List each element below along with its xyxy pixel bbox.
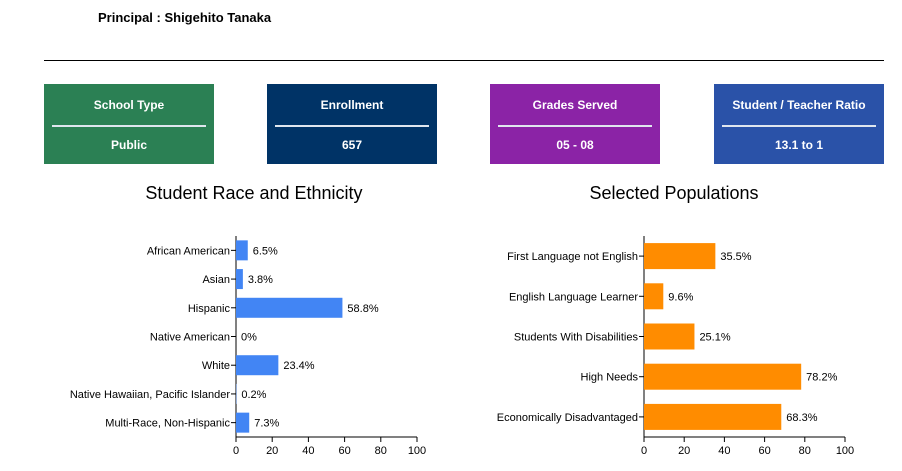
bar bbox=[644, 323, 695, 350]
category-label: Multi-Race, Non-Hispanic bbox=[105, 418, 230, 430]
card-value: Public bbox=[110, 138, 147, 152]
category-label: First Language not English bbox=[507, 251, 638, 263]
x-tick-label: 80 bbox=[799, 445, 811, 457]
bar bbox=[236, 412, 250, 433]
value-label: 23.4% bbox=[283, 360, 314, 372]
value-label: 58.8% bbox=[347, 303, 378, 315]
card-value: 657 bbox=[341, 138, 363, 152]
value-label: 6.5% bbox=[253, 245, 278, 257]
value-label: 78.2% bbox=[806, 372, 837, 384]
x-tick-label: 20 bbox=[678, 445, 690, 457]
card-divider bbox=[498, 125, 652, 127]
x-tick-label: 100 bbox=[836, 445, 854, 457]
x-tick-label: 80 bbox=[375, 445, 387, 457]
bar bbox=[236, 297, 343, 318]
x-tick-label: 0 bbox=[233, 445, 239, 457]
category-label: White bbox=[202, 360, 230, 372]
card-title: School Type bbox=[93, 98, 165, 112]
category-label: Hispanic bbox=[188, 303, 231, 315]
value-label: 35.5% bbox=[720, 251, 751, 263]
school-type-card: School Type Public bbox=[44, 84, 214, 164]
card-divider bbox=[52, 125, 206, 127]
bar bbox=[644, 243, 716, 270]
card-title: Enrollment bbox=[320, 98, 384, 112]
category-label: Students With Disabilities bbox=[514, 332, 639, 344]
value-label: 3.8% bbox=[248, 274, 273, 286]
x-tick-label: 40 bbox=[718, 445, 730, 457]
value-label: 25.1% bbox=[699, 332, 730, 344]
card-divider bbox=[275, 125, 429, 127]
card-divider bbox=[722, 125, 876, 127]
populations-chart-title: Selected Populations bbox=[589, 183, 759, 203]
value-label: 68.3% bbox=[786, 412, 817, 424]
bar bbox=[644, 283, 664, 310]
category-label: Native American bbox=[150, 332, 230, 344]
divider bbox=[44, 60, 884, 61]
x-tick-label: 60 bbox=[338, 445, 350, 457]
value-label: 9.6% bbox=[668, 291, 693, 303]
bar bbox=[236, 240, 248, 261]
category-label: Asian bbox=[202, 274, 230, 286]
x-tick-label: 40 bbox=[302, 445, 314, 457]
bar bbox=[236, 269, 243, 290]
x-tick-label: 0 bbox=[641, 445, 647, 457]
principal-name: Principal : Shigehito Tanaka bbox=[98, 10, 272, 25]
value-label: 0% bbox=[241, 332, 257, 344]
card-title: Student / Teacher Ratio bbox=[732, 98, 866, 112]
category-label: Economically Disadvantaged bbox=[497, 412, 638, 424]
category-label: Native Hawaiian, Pacific Islander bbox=[70, 389, 231, 401]
card-value: 05 - 08 bbox=[556, 138, 594, 152]
x-tick-label: 20 bbox=[266, 445, 278, 457]
x-tick-label: 100 bbox=[408, 445, 426, 457]
bar bbox=[644, 363, 802, 390]
grades-served-card: Grades Served 05 - 08 bbox=[490, 84, 660, 164]
bar bbox=[644, 403, 782, 430]
student-teacher-ratio-card: Student / Teacher Ratio 13.1 to 1 bbox=[714, 84, 884, 164]
value-label: 7.3% bbox=[254, 418, 279, 430]
category-label: African American bbox=[147, 245, 230, 257]
card-title: Grades Served bbox=[532, 98, 618, 112]
card-value: 13.1 to 1 bbox=[774, 138, 824, 152]
value-label: 0.2% bbox=[241, 389, 266, 401]
x-tick-label: 60 bbox=[758, 445, 770, 457]
category-label: High Needs bbox=[581, 372, 639, 384]
race-chart-title: Student Race and Ethnicity bbox=[145, 183, 363, 203]
category-label: English Language Learner bbox=[509, 291, 638, 303]
bar bbox=[236, 355, 279, 376]
enrollment-card: Enrollment 657 bbox=[267, 84, 437, 164]
